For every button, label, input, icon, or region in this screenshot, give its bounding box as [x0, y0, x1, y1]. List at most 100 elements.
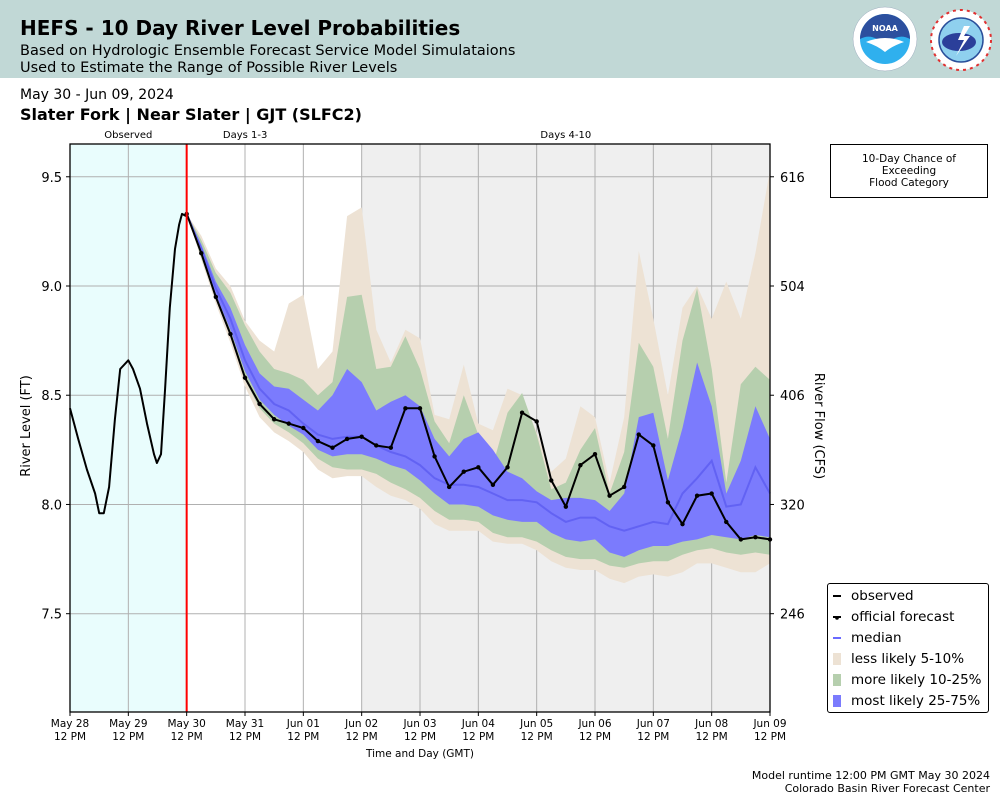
model-runtime: Model runtime 12:00 PM GMT May 30 2024 — [751, 769, 990, 782]
forecast-point — [242, 375, 248, 380]
forecast-point — [432, 454, 437, 459]
flood-box-line-3: Flood Category — [869, 177, 949, 189]
forecast-marker-icon — [833, 616, 841, 620]
forecast-point — [534, 419, 539, 424]
y-tick-label: 9.0 — [41, 280, 62, 295]
forecast-point — [403, 406, 408, 411]
noaa-logo-icon: NOAA — [852, 6, 918, 72]
forecast-point — [461, 469, 466, 474]
x-tick-label: 12 PM — [754, 731, 786, 743]
header-banner: HEFS - 10 Day River Level Probabilities … — [0, 0, 1000, 78]
forecast-point — [417, 406, 423, 411]
forecast-point — [213, 294, 219, 300]
legend-label: median — [851, 630, 902, 646]
forecast-point — [330, 445, 335, 450]
footer: Model runtime 12:00 PM GMT May 30 2024 C… — [752, 769, 990, 795]
forecast-point — [578, 462, 583, 468]
forecast-point — [680, 521, 685, 527]
forecast-point — [301, 425, 306, 431]
x-axis-label: Time and Day (GMT) — [365, 748, 474, 760]
page-title: HEFS - 10 Day River Level Probabilities — [20, 16, 461, 40]
x-tick-label: May 28 — [51, 718, 89, 730]
x-tick-label: 12 PM — [54, 731, 86, 743]
x-tick-label: Jun 04 — [461, 718, 495, 730]
period-label: Observed — [104, 130, 152, 141]
forecast-point — [344, 436, 350, 442]
forecast-point — [490, 482, 496, 487]
x-tick-label: May 30 — [167, 718, 205, 730]
x-tick-label: 12 PM — [287, 731, 319, 743]
less-likely-swatch-icon — [833, 653, 841, 665]
x-tick-label: Jun 01 — [286, 718, 320, 730]
x-tick-label: Jun 07 — [636, 718, 670, 730]
forecast-point — [519, 410, 525, 415]
more-likely-band — [186, 213, 770, 568]
legend-label: most likely 25-75% — [851, 693, 981, 709]
y-right-axis-label: River Flow (CFS) — [811, 373, 826, 479]
x-tick-label: Jun 09 — [752, 718, 786, 730]
most-likely-swatch-icon — [833, 695, 841, 707]
y-tick-label: 8.0 — [41, 498, 62, 513]
x-tick-label: Jun 08 — [694, 718, 728, 730]
x-tick-label: Jun 02 — [344, 718, 378, 730]
forecast-point — [374, 443, 379, 448]
date-range: May 30 - Jun 09, 2024 — [20, 87, 174, 103]
noaa-logo-text: NOAA — [872, 24, 898, 33]
x-tick-label: 12 PM — [229, 731, 261, 743]
legend-label: less likely 5-10% — [851, 651, 965, 667]
flood-category-box: 10-Day Chance of Exceeding Flood Categor… — [830, 144, 988, 198]
period-label: Days 4-10 — [540, 130, 591, 141]
station-name: Slater Fork | Near Slater | GJT (SLFC2) — [20, 105, 362, 124]
forecast-point — [505, 465, 510, 470]
observed-line — [69, 212, 187, 515]
observed-line-icon — [833, 595, 841, 597]
x-tick-label: 12 PM — [462, 731, 494, 743]
x-tick-label: 12 PM — [579, 731, 611, 743]
x-tick-label: 12 PM — [346, 731, 378, 743]
forecast-point — [636, 432, 641, 437]
x-tick-label: 12 PM — [696, 731, 728, 743]
forecast-point — [199, 251, 204, 256]
y-axis-label: River Level (FT) — [19, 375, 34, 477]
forecast-point — [563, 504, 569, 509]
forecast-point — [286, 421, 291, 426]
forecast-point — [724, 519, 729, 525]
forecast-point — [388, 445, 394, 450]
x-tick-label: May 29 — [109, 718, 147, 730]
forecast-center: Colorado Basin River Forecast Center — [784, 782, 990, 795]
flood-box-line-2: Exceeding — [881, 165, 937, 177]
forecast-point — [315, 438, 321, 444]
forecast-point — [694, 493, 700, 498]
y-tick-label: 7.5 — [41, 608, 62, 623]
chart-legend: observed official forecast median less l… — [827, 583, 989, 713]
forecast-point — [446, 484, 452, 490]
x-tick-label: 12 PM — [112, 731, 144, 743]
y-tick-label: 9.5 — [41, 171, 62, 186]
forecast-point — [476, 465, 481, 470]
legend-label: more likely 10-25% — [851, 672, 982, 688]
forecast-point — [549, 478, 554, 483]
flood-box-line-1: 10-Day Chance of — [862, 153, 956, 165]
y-right-tick-label: 504 — [780, 280, 805, 295]
x-tick-label: May 31 — [226, 718, 264, 730]
x-tick-label: Jun 03 — [402, 718, 436, 730]
more-likely-swatch-icon — [833, 674, 841, 686]
forecast-point — [607, 493, 612, 498]
forecast-point — [592, 452, 598, 457]
y-right-tick-label: 320 — [780, 498, 805, 513]
forecast-point — [271, 417, 277, 422]
subtitle-line-1: Based on Hydrologic Ensemble Forecast Se… — [20, 43, 516, 59]
legend-label: observed — [851, 588, 914, 604]
most-likely-band — [186, 213, 770, 557]
forecast-point — [665, 500, 671, 505]
forecast-point — [738, 537, 744, 542]
subtitle-line-2: Used to Estimate the Range of Possible R… — [20, 60, 398, 76]
nws-logo-icon — [930, 9, 992, 71]
median-line-icon — [833, 637, 841, 639]
x-tick-label: 12 PM — [404, 731, 436, 743]
forecast-point — [709, 491, 714, 496]
forecast-point — [228, 331, 233, 337]
x-tick-label: Jun 06 — [577, 718, 611, 730]
legend-label: official forecast — [851, 609, 955, 625]
